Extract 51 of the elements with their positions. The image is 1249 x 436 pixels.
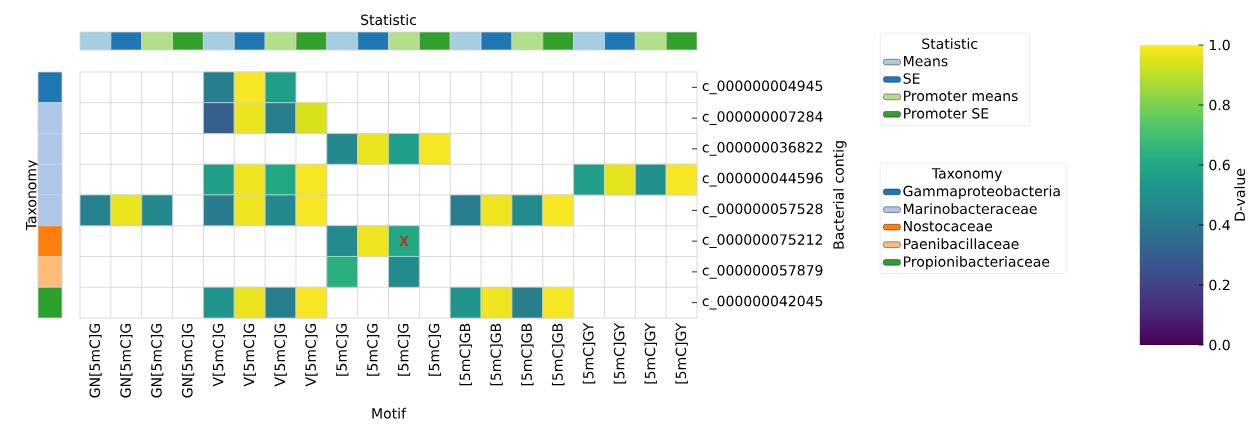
legend-title: Taxonomy — [931, 168, 1003, 182]
data-label: X — [399, 236, 409, 247]
legend-label: Marinobacteraceae — [904, 203, 1037, 215]
x-tick-label: [5mC]GY — [675, 322, 688, 384]
x-tick-label: V[5mC]G — [305, 324, 318, 387]
x-axis-title: Motif — [372, 407, 407, 419]
y-tick-label: c_000000057528 — [702, 203, 823, 218]
x-tick-label: GN[5mC]G — [181, 324, 195, 398]
color-bar-title: D-value — [1234, 168, 1246, 221]
legend-label: Propionibacteriaceae — [904, 256, 1050, 270]
y-tick-label: c_000000042045 — [702, 295, 823, 310]
color-bar-label: 0.6 — [1209, 159, 1230, 171]
x-tick-label: [5mC]G — [428, 324, 442, 376]
x-tick-label: [5mC]GY — [644, 322, 657, 384]
y-tick-label: c_000000057879 — [702, 265, 823, 279]
x-tick-label: GN[5mC]G — [150, 324, 164, 398]
x-tick-label: [5mC]GY — [582, 322, 596, 384]
legend-label: Promoter means — [904, 90, 1018, 102]
x-tick-label: [5mC]GB — [551, 323, 565, 386]
x-tick-label: GN[5mC]G — [89, 324, 102, 398]
x-tick-label: V[5mC]G — [212, 324, 226, 387]
x-tick-label: [5mC]GY — [613, 322, 627, 384]
x-tick-label: [5mC]GB — [490, 323, 503, 386]
color-bar-label: 0.2 — [1209, 279, 1230, 291]
legend-label: Nostocaceae — [904, 220, 993, 232]
x-tick-label: [5mC]GB — [459, 323, 472, 386]
legend-label: Means — [904, 55, 948, 67]
color-bar-label: 0.4 — [1209, 219, 1230, 231]
text: Taxonomy — [26, 160, 40, 231]
y-tick-label: c_000000036822 — [702, 142, 823, 156]
legend-label: SE — [903, 73, 920, 84]
x-tick-label: [5mC]G — [335, 324, 349, 376]
y-tick-label: c_000000075212 — [702, 234, 823, 248]
legend-label: Gammaproteobacteria — [903, 185, 1060, 200]
legend-label: Paenibacillaceae — [904, 238, 1019, 250]
x-tick-label: [5mC]GB — [521, 323, 534, 386]
color-bar-label: 0.0 — [1209, 339, 1230, 351]
color-bar-label: 1.0 — [1209, 39, 1230, 51]
y-axis-title: Bacterial contig — [833, 141, 847, 249]
text: Statistic — [361, 14, 417, 26]
legend-label: Promoter SE — [904, 108, 989, 119]
x-tick-label: V[5mC]G — [274, 324, 287, 387]
color-bar-label: 0.8 — [1209, 99, 1230, 111]
y-tick-label: c_000000004945 — [702, 80, 823, 95]
legend-title: Statistic — [922, 38, 978, 50]
x-tick-label: [5mC]G — [397, 324, 411, 376]
x-tick-label: [5mC]G — [366, 324, 380, 376]
y-tick-label: c_000000044596 — [702, 172, 823, 187]
x-tick-label: V[5mC]G — [243, 324, 256, 387]
x-tick-label: GN[5mC]G — [120, 324, 133, 398]
y-tick-label: c_000000007284 — [702, 111, 823, 125]
